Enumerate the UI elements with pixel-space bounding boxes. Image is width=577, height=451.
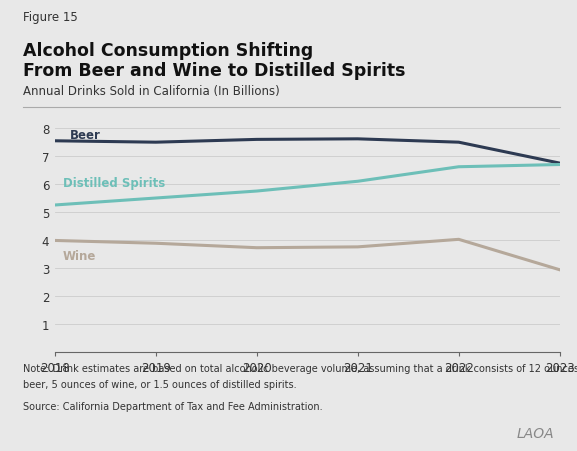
Text: Note: Drink estimates are based on total alcoholic beverage volume, assuming tha: Note: Drink estimates are based on total…: [23, 363, 577, 373]
Text: From Beer and Wine to Distilled Spirits: From Beer and Wine to Distilled Spirits: [23, 62, 406, 80]
Text: Alcohol Consumption Shifting: Alcohol Consumption Shifting: [23, 41, 313, 60]
Text: Figure 15: Figure 15: [23, 11, 78, 24]
Text: Source: California Department of Tax and Fee Administration.: Source: California Department of Tax and…: [23, 401, 323, 411]
Text: Annual Drinks Sold in California (In Billions): Annual Drinks Sold in California (In Bil…: [23, 85, 280, 98]
Text: Wine: Wine: [63, 249, 96, 262]
Text: LAOA: LAOA: [516, 426, 554, 440]
Text: Distilled Spirits: Distilled Spirits: [63, 177, 165, 190]
Text: Beer: Beer: [70, 129, 101, 142]
Text: beer, 5 ounces of wine, or 1.5 ounces of distilled spirits.: beer, 5 ounces of wine, or 1.5 ounces of…: [23, 379, 297, 389]
